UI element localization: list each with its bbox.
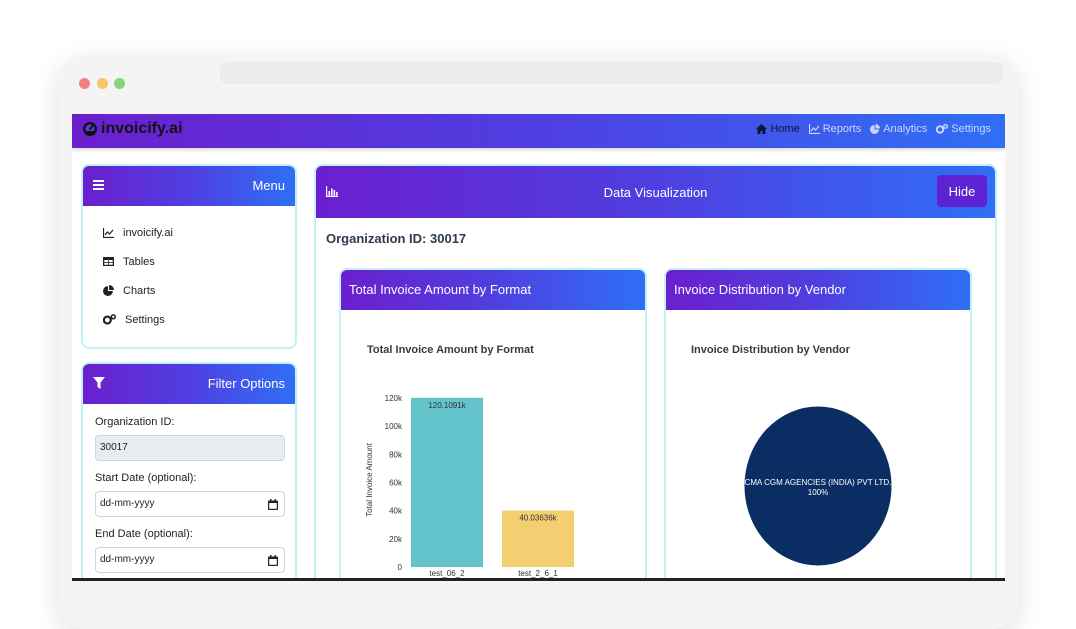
bar-chart-title: Total Invoice Amount by Format [367,344,534,356]
card-header-title: Invoice Distribution by Vendor [674,282,846,297]
minimize-window-dot[interactable] [97,78,108,89]
page-viewport: invoicify.ai Home Reports Analytics Sett… [72,114,1005,580]
nav-home-label: Home [770,123,800,135]
menu-card: Menu invoicify.ai Tables Charts Settings [81,164,297,349]
gears-icon [936,124,949,134]
end-date-input[interactable]: dd-mm-yyyy [95,547,285,573]
bar-data-label: 120.1091k [428,401,466,410]
viz-header: Data Visualization Hide [316,166,995,218]
bar-chart-icon [326,186,338,197]
tachometer-icon [83,122,97,136]
gears-icon [103,314,116,325]
menu-header: Menu [83,166,295,206]
end-date-label: End Date (optional): [95,528,193,540]
nav-settings[interactable]: Settings [936,123,991,135]
start-date-label: Start Date (optional): [95,472,197,484]
menu-item-label: Settings [125,313,165,326]
menu-item-label: invoicify.ai [123,226,173,239]
nav-reports[interactable]: Reports [808,123,862,135]
vendor-distribution-card: Invoice Distribution by Vendor Invoice D… [664,268,972,580]
nav-analytics[interactable]: Analytics [870,123,927,135]
y-tick-label: 60k [389,479,403,488]
menu-item-label: Charts [123,284,156,297]
maximize-window-dot[interactable] [114,78,125,89]
table-icon [103,257,114,266]
y-tick-label: 40k [389,507,403,516]
org-id-label: Organization ID: [95,416,175,428]
bar-chart: 0 20k 40k 60k 80k 100k 120k 120.1091k 40.03636k… [365,394,574,578]
y-tick-label: 20k [389,535,403,544]
vendor-distribution-header: Invoice Distribution by Vendor [666,270,970,310]
nav-links: Home Reports Analytics Settings [756,123,991,135]
close-window-dot[interactable] [79,78,90,89]
x-category-label: test_2_6_1 [518,569,558,578]
menu-item-settings[interactable]: Settings [103,305,295,334]
calendar-icon[interactable] [268,499,278,510]
filter-title: Filter Options [207,376,285,391]
y-tick-label: 120k [385,394,403,403]
menu-item-invoicify[interactable]: invoicify.ai [103,218,295,247]
menu-list: invoicify.ai Tables Charts Settings [83,206,295,334]
bar-data-label: 40.03636k [519,514,557,523]
hamburger-icon[interactable] [93,180,104,190]
filter-icon [93,377,105,389]
y-tick-label: 0 [398,563,403,572]
y-tick-label: 80k [389,450,403,459]
brand-logo[interactable]: invoicify.ai [82,120,183,138]
filter-header: Filter Options [83,364,295,404]
pie-slice[interactable] [743,405,893,567]
menu-item-tables[interactable]: Tables [103,247,295,276]
pie-slice-percent: 100% [808,488,828,497]
menu-item-label: Tables [123,255,155,268]
nav-settings-label: Settings [951,123,991,135]
organization-heading: Organization ID: 30017 [326,231,467,246]
start-date-input[interactable]: dd-mm-yyyy [95,491,285,517]
hide-button[interactable]: Hide [937,175,987,207]
filter-form: Organization ID: 30017 Start Date (optio… [83,404,295,573]
pie-chart-title: Invoice Distribution by Vendor [691,344,850,356]
pie-chart-icon [870,124,881,134]
brand-name: invoicify.ai [101,120,183,137]
card-header-title: Total Invoice Amount by Format [349,282,532,297]
org-id-input[interactable]: 30017 [95,435,285,461]
line-chart-icon [103,227,114,238]
pie-chart-icon [103,285,114,296]
menu-item-charts[interactable]: Charts [103,276,295,305]
start-date-placeholder: dd-mm-yyyy [100,498,155,509]
pie-chart: CMA CGM AGENCIES (INDIA) PVT LTD.100% [743,405,893,567]
bar-test_2_6_1[interactable] [502,510,574,567]
nav-reports-label: Reports [822,123,862,135]
top-navbar: invoicify.ai Home Reports Analytics Sett… [72,114,1005,148]
viewport-bottom-border [72,578,1005,581]
menu-title: Menu [252,178,285,193]
line-chart-icon [808,124,820,134]
address-bar[interactable] [220,62,1003,84]
invoice-amount-card: Total Invoice Amount by Format Total Inv… [339,268,647,580]
pie-slice-label: CMA CGM AGENCIES (INDIA) PVT LTD. [745,478,892,487]
home-icon [756,124,768,134]
y-axis-label: Total Invoice Amount [365,442,374,517]
nav-analytics-label: Analytics [883,123,928,135]
org-id-value: 30017 [100,442,128,453]
invoice-amount-header: Total Invoice Amount by Format [341,270,645,310]
filter-card: Filter Options Organization ID: 30017 St… [81,362,297,580]
viz-title: Data Visualization [603,185,708,200]
bar-test_06_2[interactable] [411,397,483,567]
y-tick-label: 100k [385,422,403,431]
nav-home[interactable]: Home [756,123,800,135]
x-category-label: test_06_2 [429,569,465,578]
end-date-placeholder: dd-mm-yyyy [100,554,155,565]
calendar-icon[interactable] [268,555,278,566]
